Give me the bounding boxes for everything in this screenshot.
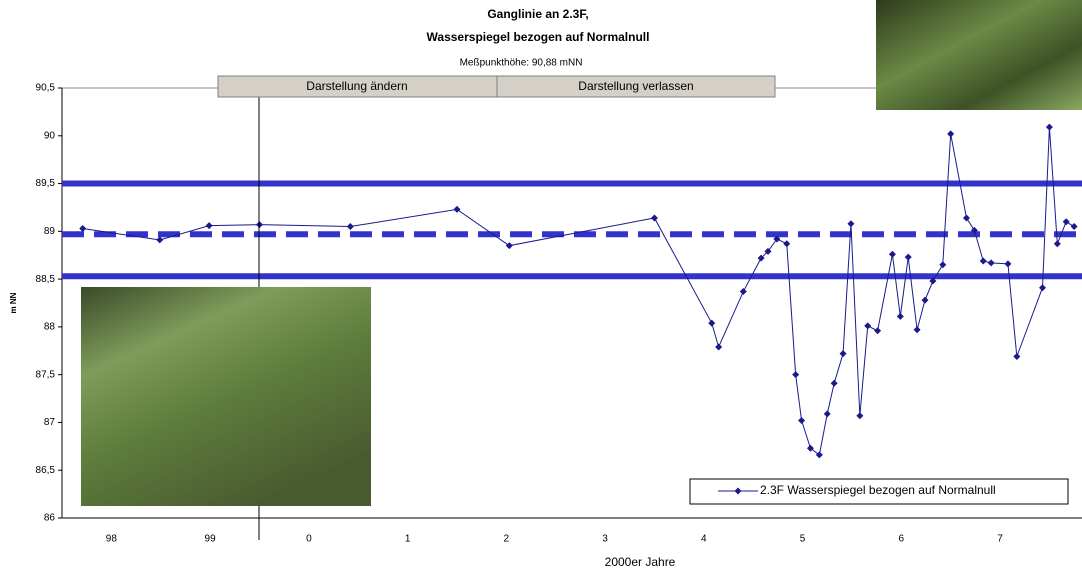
point	[1039, 284, 1047, 292]
y-tick-label: 88	[44, 322, 56, 333]
y-tick-label: 86,5	[36, 465, 56, 476]
y-tick-label: 87	[44, 417, 56, 428]
button[interactable]: Darstellung ändern	[217, 75, 498, 98]
point	[921, 296, 929, 304]
point	[708, 319, 716, 327]
point	[888, 250, 896, 258]
point	[970, 226, 978, 234]
y-tick-label: 86	[44, 513, 56, 524]
point	[757, 254, 765, 262]
x-tick-label: 2	[504, 534, 510, 545]
point	[806, 444, 814, 452]
y-tick-label: 88,5	[36, 274, 56, 285]
point	[896, 312, 904, 320]
point	[79, 224, 87, 232]
point	[839, 350, 847, 358]
point	[962, 214, 970, 222]
point	[815, 451, 823, 459]
x-tick-label: 5	[800, 534, 806, 545]
point	[856, 412, 864, 420]
button-bg[interactable]	[496, 75, 776, 98]
point	[1045, 123, 1053, 131]
point	[904, 253, 912, 261]
point	[987, 259, 995, 267]
point	[874, 327, 882, 335]
x-tick-label: 1	[405, 534, 411, 545]
y-tick-label: 90	[44, 130, 56, 141]
point	[847, 220, 855, 228]
subtitle: Meßpunkthöhe: 90,88 mNN	[460, 58, 583, 69]
button[interactable]: Darstellung verlassen	[496, 75, 776, 98]
button-label[interactable]: Darstellung verlassen	[578, 79, 693, 93]
chart-title: Wasserspiegel bezogen auf Normalnull	[427, 30, 650, 44]
point	[156, 236, 164, 244]
point	[798, 417, 806, 425]
x-tick-label: 98	[106, 534, 118, 545]
x-tick-label: 99	[205, 534, 217, 545]
point	[715, 343, 723, 351]
y-axis-label: m NN	[9, 292, 18, 313]
button-label[interactable]: Darstellung ändern	[306, 79, 407, 93]
point	[823, 410, 831, 418]
chart-title: Ganglinie an 2.3F,	[487, 7, 588, 21]
point	[947, 130, 955, 138]
point	[773, 235, 781, 243]
photo	[81, 287, 371, 506]
point	[1053, 240, 1061, 248]
point	[1013, 353, 1021, 361]
point	[505, 242, 513, 250]
point	[929, 277, 937, 285]
y-tick-label: 90,5	[36, 83, 56, 94]
point	[939, 261, 947, 269]
point	[739, 288, 747, 296]
point	[650, 214, 658, 222]
point	[792, 371, 800, 379]
point	[346, 223, 354, 231]
x-tick-label: 7	[997, 534, 1003, 545]
y-tick-label: 87,5	[36, 369, 56, 380]
y-tick-label: 89,5	[36, 178, 56, 189]
point	[453, 205, 461, 213]
x-tick-label: 4	[701, 534, 707, 545]
x-tick-label: 3	[602, 534, 608, 545]
legend-label: 2.3F Wasserspiegel bezogen auf Normalnul…	[760, 483, 996, 497]
point	[783, 240, 791, 248]
point	[979, 257, 987, 265]
point	[864, 322, 872, 330]
legend-marker	[734, 487, 742, 495]
x-tick-label: 6	[899, 534, 905, 545]
point	[1004, 260, 1012, 268]
point	[205, 222, 213, 230]
photo	[876, 0, 1082, 110]
x-tick-label: 0	[306, 534, 312, 545]
x-axis-label: 2000er Jahre	[605, 555, 676, 569]
point	[1070, 223, 1078, 231]
point	[830, 379, 838, 387]
y-tick-label: 89	[44, 226, 56, 237]
point	[1062, 218, 1070, 226]
point	[764, 247, 772, 255]
point	[913, 326, 921, 334]
